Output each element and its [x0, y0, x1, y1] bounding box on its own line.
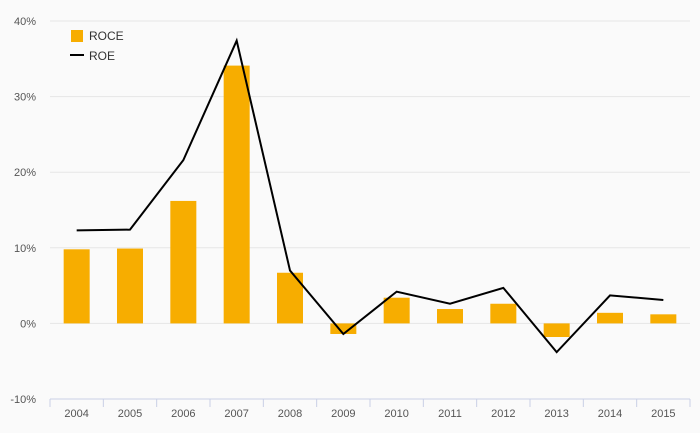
roce-bar: [170, 200, 197, 324]
legend-roce-swatch: [71, 30, 83, 42]
x-tick-label: 2007: [224, 408, 248, 420]
y-tick-label: 20%: [14, 167, 36, 179]
legend: ROCE ROE: [70, 29, 124, 63]
roce-bar: [490, 303, 517, 324]
y-tick-label: 40%: [14, 16, 36, 28]
roe-line: [76, 37, 664, 354]
roce-bar: [223, 65, 250, 324]
y-tick-label: -10%: [10, 394, 36, 406]
y-tick-label: 30%: [14, 92, 36, 104]
x-axis-ticks: 2004 2005 2006 2007 2008 2009 2010 2011 2012 2013…: [64, 408, 675, 420]
x-tick-label: 2006: [171, 408, 195, 420]
roce-bar: [117, 248, 143, 324]
roce-bars: [63, 65, 677, 338]
roce-bar: [437, 309, 463, 324]
legend-roe-label: ROE: [89, 49, 115, 63]
x-tick-label: 2015: [651, 408, 675, 420]
x-tick-label: 2009: [331, 408, 355, 420]
roce-bar: [63, 249, 90, 324]
y-axis-ticks: -10% 0% 10% 20% 30% 40%: [10, 16, 36, 406]
x-tick-label: 2013: [544, 408, 568, 420]
x-tick-label: 2010: [384, 408, 408, 420]
x-tick-label: 2014: [598, 408, 622, 420]
roe-series-line: [76, 37, 664, 354]
roce-bar: [650, 314, 677, 324]
x-tick-label: 2012: [491, 408, 515, 420]
x-tick-label: 2005: [118, 408, 142, 420]
roce-bar: [330, 323, 357, 334]
grid-lines: [50, 20, 690, 324]
x-axis: [49, 398, 691, 407]
x-tick-label: 2011: [438, 408, 462, 420]
legend-roce-label: ROCE: [89, 29, 124, 43]
x-tick-label: 2008: [278, 408, 302, 420]
roce-bar: [383, 297, 410, 324]
y-tick-label: 10%: [14, 243, 36, 255]
x-tick-label: 2004: [64, 408, 88, 420]
roce-bar: [597, 312, 623, 324]
roce-bar: [543, 323, 570, 338]
y-tick-label: 0%: [20, 318, 36, 330]
